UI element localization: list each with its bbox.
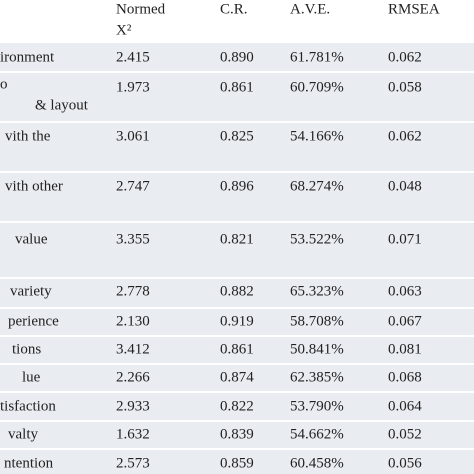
cell: 0.896 bbox=[220, 178, 254, 194]
cell: 3.412 bbox=[116, 341, 150, 357]
cell: 2.266 bbox=[116, 369, 150, 385]
cell: 0.048 bbox=[388, 178, 422, 194]
cell: 0.874 bbox=[220, 369, 254, 385]
cell: 2.747 bbox=[116, 178, 150, 194]
header-cell: Normed bbox=[116, 1, 166, 17]
cell: 3.061 bbox=[116, 128, 150, 144]
row-background bbox=[0, 123, 474, 171]
cell: 60.458% bbox=[290, 455, 344, 471]
row-background bbox=[0, 43, 474, 71]
cell: 1.632 bbox=[116, 426, 150, 442]
cell: 2.778 bbox=[116, 283, 150, 299]
cell: 0.919 bbox=[220, 313, 254, 329]
cell: 0.821 bbox=[220, 231, 254, 247]
cell: 0.064 bbox=[388, 398, 422, 414]
cell: 0.882 bbox=[220, 283, 254, 299]
cell: 0.058 bbox=[388, 79, 422, 95]
row-label: ntention bbox=[4, 455, 54, 471]
cell: 53.790% bbox=[290, 398, 344, 414]
cell: 60.709% bbox=[290, 79, 344, 95]
row-label: vith the bbox=[5, 128, 51, 144]
cell: 0.839 bbox=[220, 426, 254, 442]
row-background bbox=[0, 422, 474, 448]
cell: 0.861 bbox=[220, 341, 254, 357]
row-label: tions bbox=[12, 341, 41, 357]
cell: 58.708% bbox=[290, 313, 344, 329]
row-background bbox=[0, 309, 474, 335]
row-label: vith other bbox=[5, 178, 63, 194]
cell: 0.890 bbox=[220, 49, 254, 65]
row-label: o bbox=[0, 76, 8, 92]
row-label: ironment bbox=[0, 49, 55, 65]
cell: 2.130 bbox=[116, 313, 150, 329]
cell: 0.825 bbox=[220, 128, 254, 144]
cell: 0.063 bbox=[388, 283, 422, 299]
cell: 0.822 bbox=[220, 398, 254, 414]
row-background bbox=[0, 365, 474, 391]
row-background bbox=[0, 393, 474, 420]
cell: 53.522% bbox=[290, 231, 344, 247]
cell: 50.841% bbox=[290, 341, 344, 357]
cell: 0.068 bbox=[388, 369, 422, 385]
row-background bbox=[0, 73, 474, 121]
cell: 54.662% bbox=[290, 426, 344, 442]
cell: 3.355 bbox=[116, 231, 150, 247]
cell: 54.166% bbox=[290, 128, 344, 144]
cell: 65.323% bbox=[290, 283, 344, 299]
row-background bbox=[0, 223, 474, 277]
row-label: tisfaction bbox=[0, 398, 56, 414]
header-cell: X² bbox=[116, 22, 132, 38]
cell: 2.415 bbox=[116, 49, 150, 65]
row-background bbox=[0, 450, 474, 474]
cell: 0.071 bbox=[388, 231, 422, 247]
row-background bbox=[0, 173, 474, 221]
row-label: lue bbox=[22, 369, 41, 385]
cell: 1.973 bbox=[116, 79, 150, 95]
header-cell: C.R. bbox=[220, 1, 248, 17]
cell: 0.052 bbox=[388, 426, 422, 442]
row-label: value bbox=[15, 231, 48, 247]
cell: 62.385% bbox=[290, 369, 344, 385]
cell: 0.062 bbox=[388, 49, 422, 65]
header-cell: RMSEA bbox=[388, 1, 440, 17]
cell: 0.062 bbox=[388, 128, 422, 144]
row-label: variety bbox=[10, 283, 52, 299]
cell: 0.067 bbox=[388, 313, 422, 329]
row-label: perience bbox=[8, 313, 59, 329]
cell: 2.573 bbox=[116, 455, 150, 471]
cell: 0.056 bbox=[388, 455, 422, 471]
header-cell: A.V.E. bbox=[290, 1, 330, 17]
cell: 68.274% bbox=[290, 178, 344, 194]
row-background bbox=[0, 337, 474, 363]
cell: 0.081 bbox=[388, 341, 422, 357]
cell: 2.933 bbox=[116, 398, 150, 414]
row-background bbox=[0, 279, 474, 307]
row-label: & layout bbox=[35, 97, 89, 113]
row-label: valty bbox=[8, 426, 38, 442]
cell: 61.781% bbox=[290, 49, 344, 65]
cell: 0.861 bbox=[220, 79, 254, 95]
cell: 0.859 bbox=[220, 455, 254, 471]
